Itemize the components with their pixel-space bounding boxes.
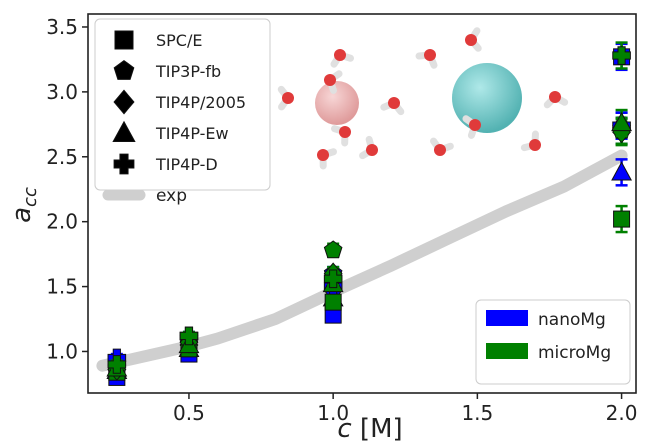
data-point-micromg-spc-e	[614, 211, 630, 227]
x-tick-label: 1.5	[461, 401, 493, 425]
legend-label: exp	[156, 186, 187, 206]
y-axis: 1.0 1.5 2.0 2.5 3.0 3.5	[46, 15, 88, 363]
water-molecule	[547, 91, 564, 105]
legend-sets: nanoMg microMg	[476, 300, 630, 384]
legend-label: TIP4P/2005	[155, 93, 246, 112]
legend-swatch-micromg	[486, 343, 528, 359]
water-molecule	[465, 31, 478, 49]
y-tick-label: 3.5	[46, 15, 78, 39]
legend-marker-spc-e	[115, 31, 133, 49]
legend-label: SPC/E	[156, 31, 202, 50]
data-point-micromg-tip3p-fb	[324, 241, 342, 258]
y-tick-label: 1.0	[46, 339, 78, 363]
x-tick-label: 0.5	[173, 401, 205, 425]
legend-label: TIP4P-D	[155, 155, 218, 174]
water-ion-cluster-illustration	[281, 31, 564, 166]
y-tick-label: 1.5	[46, 275, 78, 299]
legend-label: TIP3P-fb	[155, 62, 221, 81]
water-molecule	[419, 49, 436, 65]
legend-label: nanoMg	[538, 310, 606, 330]
water-molecule	[384, 97, 401, 112]
water-molecule	[434, 141, 451, 156]
water-molecule	[317, 149, 334, 166]
legend-swatch-nanomg	[486, 310, 528, 326]
x-tick-label: 2.0	[606, 401, 638, 425]
legend-models: SPC/E TIP3P-fb TIP4P/2005 TIP4P-Ew TIP4P-D ex…	[95, 19, 270, 206]
data-point-micromg-spc-e	[325, 294, 341, 310]
water-molecule	[363, 139, 378, 156]
legend-label: microMg	[538, 343, 611, 363]
y-tick-label: 2.0	[46, 210, 78, 234]
water-molecule	[281, 89, 294, 107]
legend-label: TIP4P-Ew	[155, 124, 229, 143]
ion-left	[315, 81, 359, 125]
water-molecule	[524, 134, 541, 151]
water-molecule	[335, 126, 351, 143]
y-tick-label: 2.5	[46, 145, 78, 169]
legend-item-spc-e: SPC/E	[115, 31, 202, 50]
ion-right	[452, 63, 522, 133]
water-molecule	[334, 49, 351, 64]
y-tick-label: 3.0	[46, 80, 78, 104]
y-axis-label: acc	[7, 187, 41, 223]
x-axis-label: c [M]	[337, 414, 402, 443]
